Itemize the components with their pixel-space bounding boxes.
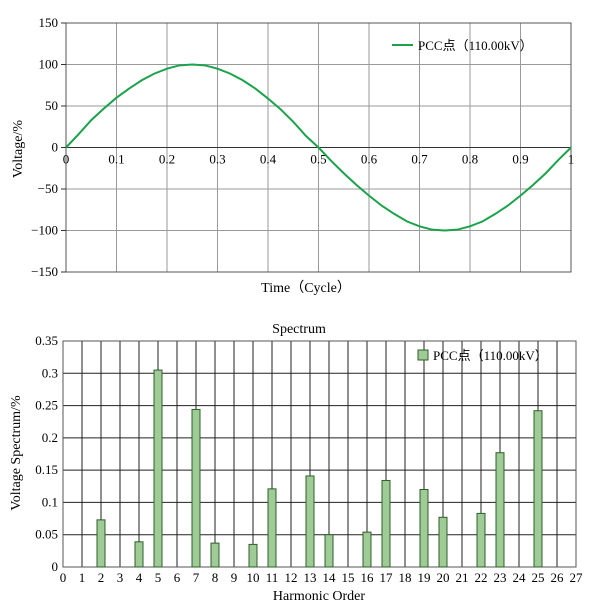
- spectrum-x-tick-label: 3: [117, 570, 124, 585]
- spectrum-y-tick-label: 0.2: [42, 430, 58, 445]
- waveform-chart: 150 100 50 0 −50 −100 −150 0 0.1 0.2 0.3 0.4 0.5 0.6…: [11, 15, 574, 296]
- spectrum-x-tick-label: 25: [532, 570, 545, 585]
- waveform-x-tick-label: 0.7: [411, 152, 428, 167]
- spectrum-bar: [362, 531, 372, 568]
- spectrum-x-tick-label: 13: [304, 570, 317, 585]
- spectrum-bar: [191, 408, 201, 568]
- spectrum-bar: [248, 543, 258, 568]
- waveform-legend: PCC点（110.00kV）: [392, 38, 533, 53]
- spectrum-y-tick-label: 0.3: [42, 365, 58, 380]
- spectrum-x-tick-label: 27: [570, 570, 584, 585]
- spectrum-bar: [96, 519, 106, 568]
- spectrum-x-tick-label: 7: [193, 570, 200, 585]
- waveform-x-tick-label: 0.2: [159, 152, 175, 167]
- spectrum-x-tick-label: 8: [212, 570, 219, 585]
- waveform-y-tick-label: 0: [52, 140, 59, 155]
- spectrum-x-axis-label: Harmonic Order: [273, 589, 365, 604]
- spectrum-bar: [495, 452, 505, 568]
- waveform-y-tick-label: 150: [39, 15, 59, 30]
- spectrum-x-tick-label: 24: [513, 570, 527, 585]
- spectrum-legend-swatch: [417, 349, 429, 361]
- spectrum-x-tick-label: 12: [285, 570, 298, 585]
- spectrum-legend: PCC点（110.00kV）: [417, 348, 548, 363]
- waveform-x-tick-label: 0.4: [260, 152, 277, 167]
- spectrum-bar: [153, 369, 163, 568]
- spectrum-bar: [305, 475, 315, 568]
- spectrum-x-tick-label: 11: [266, 570, 279, 585]
- spectrum-x-tick-label: 14: [323, 570, 337, 585]
- spectrum-y-ticks: 0.35 0.3 0.25 0.2 0.15 0.1 0.05 0: [35, 333, 58, 574]
- spectrum-x-tick-label: 15: [342, 570, 355, 585]
- spectrum-x-tick-label: 6: [174, 570, 181, 585]
- spectrum-bar: [438, 516, 448, 568]
- spectrum-plot-area: [63, 341, 576, 567]
- spectrum-y-tick-label: 0.1: [42, 494, 58, 509]
- waveform-y-tick-label: −100: [31, 223, 58, 238]
- spectrum-y-tick-label: 0.25: [35, 398, 58, 413]
- waveform-y-tick-label: 50: [45, 98, 58, 113]
- waveform-y-ticks: 150 100 50 0 −50 −100 −150: [31, 15, 66, 279]
- spectrum-bar: [210, 542, 220, 568]
- waveform-x-tick-label: 0.9: [512, 152, 528, 167]
- spectrum-x-tick-label: 22: [475, 570, 488, 585]
- waveform-x-tick-label: 0.8: [462, 152, 478, 167]
- spectrum-x-tick-label: 16: [361, 570, 375, 585]
- spectrum-x-tick-label: 20: [437, 570, 450, 585]
- spectrum-y-axis-label: Voltage Spectrum/%: [9, 395, 24, 511]
- spectrum-y-tick-label: 0.15: [35, 462, 58, 477]
- waveform-x-tick-label: 0.5: [310, 152, 326, 167]
- spectrum-y-tick-label: 0: [52, 559, 59, 574]
- spectrum-x-tick-label: 0: [60, 570, 67, 585]
- spectrum-x-tick-label: 9: [231, 570, 238, 585]
- spectrum-y-tick-label: 0.35: [35, 333, 58, 348]
- waveform-x-ticks: 0 0.1 0.2 0.3 0.4 0.5 0.6 0.7 0.8 0.9 1: [63, 152, 575, 167]
- spectrum-bar: [381, 479, 391, 568]
- spectrum-x-tick-label: 26: [551, 570, 565, 585]
- spectrum-bar: [134, 541, 144, 568]
- spectrum-bar: [476, 512, 486, 568]
- spectrum-x-tick-label: 10: [247, 570, 260, 585]
- spectrum-x-tick-label: 1: [79, 570, 86, 585]
- waveform-y-tick-label: −150: [31, 264, 58, 279]
- spectrum-bar: [533, 410, 543, 568]
- waveform-y-tick-label: −50: [38, 181, 58, 196]
- spectrum-legend-label: PCC点（110.00kV）: [433, 348, 548, 363]
- waveform-x-axis-label: Time（Cycle）: [261, 280, 351, 296]
- waveform-y-tick-label: 100: [39, 57, 59, 72]
- spectrum-x-tick-label: 21: [456, 570, 469, 585]
- spectrum-bar: [324, 534, 334, 568]
- spectrum-plot-border: [62, 340, 577, 568]
- spectrum-x-tick-label: 18: [399, 570, 412, 585]
- spectrum-x-tick-label: 4: [136, 570, 143, 585]
- spectrum-x-tick-label: 23: [494, 570, 507, 585]
- waveform-x-tick-label: 1: [568, 152, 575, 167]
- waveform-x-tick-label: 0.1: [108, 152, 124, 167]
- spectrum-bars: [96, 369, 543, 568]
- spectrum-bar: [419, 489, 429, 568]
- waveform-x-tick-label: 0.6: [361, 152, 378, 167]
- spectrum-x-tick-label: 19: [418, 570, 431, 585]
- spectrum-y-tick-label: 0.05: [35, 527, 58, 542]
- spectrum-title: Spectrum: [272, 322, 326, 337]
- spectrum-bar: [267, 488, 277, 568]
- spectrum-x-tick-label: 17: [380, 570, 394, 585]
- spectrum-x-ticks: 0 1 2 3 4 5 6 7 8 9 10 11 12 13 14 15 16 17 18 19 20 21 22 23 24…: [60, 570, 583, 585]
- spectrum-x-tick-label: 5: [155, 570, 162, 585]
- waveform-x-tick-label: 0.3: [209, 152, 225, 167]
- waveform-legend-label: PCC点（110.00kV）: [418, 38, 533, 53]
- waveform-series-line: [65, 63, 572, 232]
- spectrum-x-tick-label: 2: [98, 570, 105, 585]
- waveform-y-axis-label: Voltage/%: [11, 120, 26, 178]
- waveform-x-tick-label: 0: [63, 152, 70, 167]
